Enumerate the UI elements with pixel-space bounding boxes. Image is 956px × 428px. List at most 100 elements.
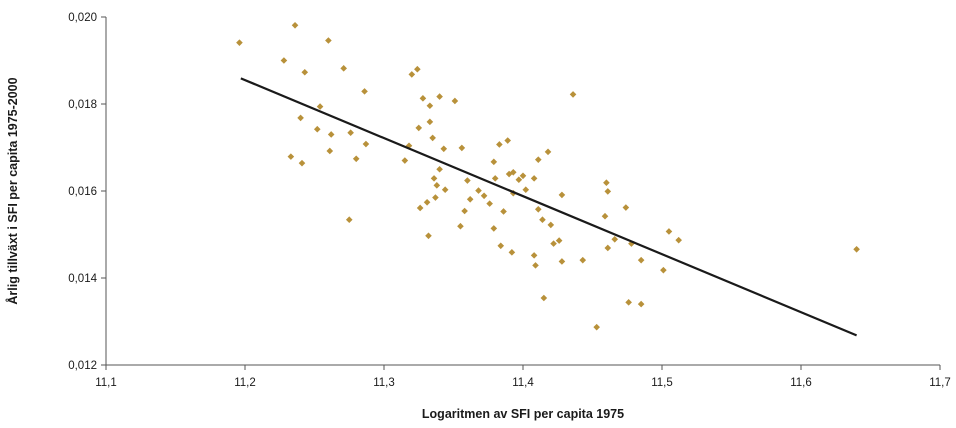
data-point: [408, 71, 416, 78]
data-point: [547, 221, 555, 229]
data-point: [539, 216, 546, 224]
data-point: [401, 157, 409, 164]
data-point: [326, 147, 334, 155]
data-point: [458, 144, 466, 152]
data-point: [508, 249, 516, 256]
data-point: [604, 244, 612, 252]
data-point: [486, 200, 493, 207]
data-point: [603, 179, 610, 187]
data-point: [534, 205, 542, 213]
x-tick-label: 11,7: [929, 377, 951, 389]
data-point: [415, 124, 423, 132]
data-point: [347, 129, 354, 137]
data-point: [675, 236, 682, 244]
data-point: [550, 240, 557, 247]
data-point: [414, 65, 421, 73]
data-point: [325, 37, 332, 44]
data-point: [340, 65, 347, 72]
data-point: [622, 204, 630, 211]
data-point: [327, 131, 335, 138]
data-point: [509, 168, 517, 176]
x-tick-label: 11,3: [373, 377, 395, 389]
data-point: [436, 165, 443, 173]
y-tick-group: 0,012 0,014 0,016 0,018 0,020: [68, 12, 106, 372]
x-tick-group: 11,1 11,2 11,3 11,4 11,5 11,6 11,7: [95, 365, 951, 389]
data-point: [316, 103, 324, 110]
x-axis-title: Logaritmen av SFI per capita 1975: [422, 407, 624, 421]
data-point: [558, 191, 566, 199]
y-tick-label: 0,012: [68, 360, 97, 372]
data-point: [544, 148, 552, 156]
data-point: [665, 228, 673, 235]
data-point: [530, 252, 538, 259]
data-point: [236, 39, 243, 46]
data-point: [461, 207, 468, 215]
data-point: [429, 134, 436, 142]
data-point: [853, 245, 860, 253]
data-point: [345, 216, 353, 224]
x-tick-label: 11,1: [95, 377, 117, 389]
data-point: [466, 195, 474, 203]
data-point: [441, 186, 449, 193]
trend-line: [240, 77, 858, 337]
data-point: [637, 256, 645, 264]
y-axis-title: Årlig tillväxt i SFI per capita 1975-200…: [5, 77, 20, 304]
data-point: [540, 294, 548, 302]
data-point: [464, 177, 471, 184]
y-tick-label: 0,014: [68, 273, 97, 285]
data-point: [504, 137, 512, 144]
data-point: [611, 235, 619, 243]
data-point: [301, 68, 309, 76]
data-point: [522, 186, 530, 193]
x-tick-label: 11,6: [790, 377, 812, 389]
data-point: [313, 125, 321, 133]
data-point: [426, 102, 434, 110]
data-point: [416, 204, 424, 212]
data-point: [457, 222, 464, 230]
data-point: [490, 158, 498, 166]
data-point: [433, 182, 441, 189]
x-tick-label: 11,4: [512, 377, 534, 389]
data-point: [430, 175, 438, 182]
data-point: [515, 176, 523, 183]
data-point: [604, 188, 612, 195]
data-point: [519, 172, 527, 180]
data-point: [480, 192, 488, 200]
data-point: [352, 155, 360, 163]
data-point: [534, 156, 542, 163]
data-point: [361, 88, 368, 95]
data-point: [280, 57, 288, 64]
data-point: [425, 232, 432, 240]
y-tick-label: 0,018: [68, 99, 97, 111]
data-point: [451, 97, 459, 105]
data-point: [637, 300, 645, 308]
x-tick-label: 11,2: [234, 377, 256, 389]
data-point: [558, 258, 566, 265]
data-point: [490, 225, 498, 232]
data-point: [436, 93, 443, 100]
data-point: [532, 262, 539, 269]
data-point: [496, 141, 503, 148]
data-point: [426, 118, 434, 126]
data-point: [579, 256, 587, 264]
data-point: [491, 175, 499, 182]
data-points-group: [236, 21, 860, 331]
data-point: [287, 153, 295, 160]
data-point: [660, 266, 667, 274]
data-point: [297, 114, 304, 122]
axes-group: [105, 17, 940, 366]
data-point: [555, 237, 563, 244]
data-point: [475, 187, 482, 194]
x-tick-label: 11,5: [651, 377, 673, 389]
data-point: [298, 159, 306, 167]
data-point: [500, 208, 507, 215]
data-point: [440, 145, 448, 153]
data-point: [569, 91, 577, 98]
data-point: [423, 199, 431, 206]
data-point: [625, 299, 632, 306]
data-point: [419, 95, 427, 102]
data-point: [291, 21, 299, 29]
data-point: [497, 242, 505, 250]
data-point: [362, 140, 370, 148]
